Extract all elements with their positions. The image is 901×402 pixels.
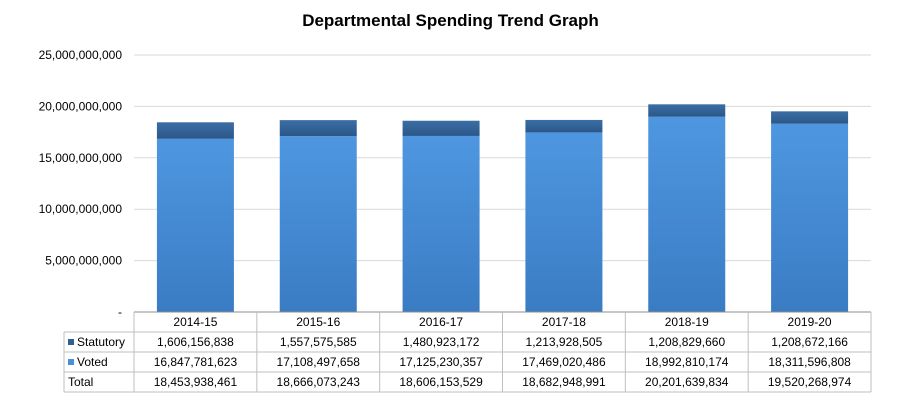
data-label-voted: 18,992,810,174	[645, 355, 729, 369]
bar-statutory	[771, 111, 849, 124]
bar-voted	[771, 123, 849, 313]
x-tick-label: 2014-15	[173, 315, 217, 329]
data-label-voted: 17,125,230,357	[399, 355, 483, 369]
legend-key-statutory	[68, 339, 74, 345]
data-label-voted: 17,469,020,486	[522, 355, 606, 369]
data-label-total: 20,201,639,834	[645, 375, 729, 389]
row-label-voted: Voted	[77, 355, 108, 369]
bar-statutory	[648, 104, 726, 117]
data-label-statutory: 1,213,928,505	[526, 335, 603, 349]
y-tick-label: 25,000,000,000	[39, 48, 123, 62]
x-tick-label: 2016-17	[419, 315, 463, 329]
y-tick-label: -	[118, 305, 122, 319]
bar-voted	[279, 136, 357, 312]
data-label-total: 19,520,268,974	[768, 375, 852, 389]
legend-key-voted	[68, 359, 74, 365]
bar-voted	[402, 135, 480, 312]
data-label-voted: 17,108,497,658	[277, 355, 361, 369]
chart-title: Departmental Spending Trend Graph	[302, 11, 599, 30]
y-tick-label: 5,000,000,000	[45, 254, 122, 268]
x-tick-label: 2017-18	[542, 315, 586, 329]
x-tick-label: 2018-19	[665, 315, 709, 329]
data-label-statutory: 1,208,829,660	[648, 335, 725, 349]
y-tick-label: 20,000,000,000	[39, 99, 123, 113]
y-tick-label: 10,000,000,000	[39, 202, 123, 216]
x-tick-label: 2015-16	[296, 315, 340, 329]
bar-statutory	[402, 120, 480, 136]
bar-statutory	[156, 122, 234, 139]
data-label-total: 18,453,938,461	[154, 375, 238, 389]
data-label-voted: 16,847,781,623	[154, 355, 238, 369]
data-label-voted: 18,311,596,808	[768, 355, 851, 369]
data-label-total: 18,666,073,243	[277, 375, 361, 389]
bar-voted	[156, 138, 234, 312]
y-tick-label: 15,000,000,000	[39, 151, 123, 165]
x-tick-label: 2019-20	[788, 315, 832, 329]
bar-statutory	[525, 119, 603, 133]
row-label-total: Total	[68, 375, 93, 389]
data-label-statutory: 1,480,923,172	[403, 335, 480, 349]
data-label-total: 18,682,948,991	[522, 375, 606, 389]
data-label-total: 18,606,153,529	[399, 375, 483, 389]
data-label-statutory: 1,557,575,585	[280, 335, 357, 349]
row-label-statutory: Statutory	[77, 335, 125, 349]
data-label-statutory: 1,606,156,838	[157, 335, 234, 349]
data-label-statutory: 1,208,672,166	[771, 335, 848, 349]
bar-voted	[648, 116, 726, 313]
bar-voted	[525, 132, 603, 312]
bar-statutory	[279, 120, 357, 137]
